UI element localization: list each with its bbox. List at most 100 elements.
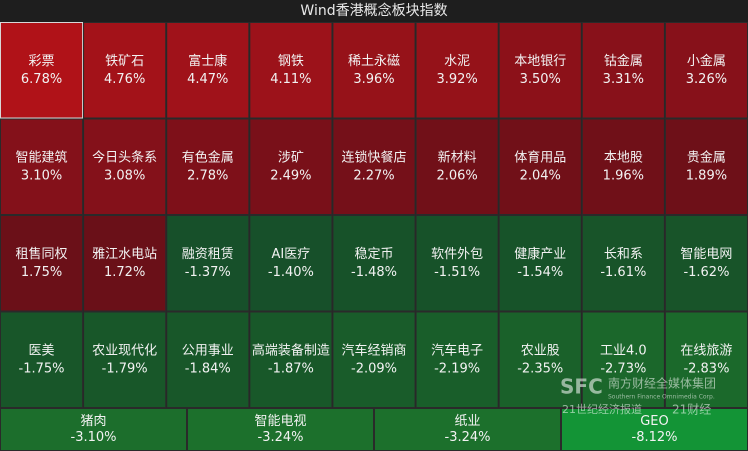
cell-value: 3.10% — [21, 168, 62, 183]
cell-label: 融资租赁 — [182, 247, 234, 262]
cell-value: 2.27% — [353, 168, 394, 183]
cell-label: 富士康 — [188, 53, 227, 69]
cell — [0, 408, 187, 451]
cell-label: AI医疗 — [272, 247, 311, 262]
cell-value: 3.96% — [353, 72, 394, 87]
cell — [0, 22, 84, 119]
cell — [83, 118, 167, 215]
watermark: 21世纪经济报道 — [562, 402, 642, 416]
cell-value: -1.48% — [351, 265, 397, 280]
cell-value: -2.35% — [517, 361, 563, 376]
cell-value: 3.26% — [686, 72, 727, 87]
cell-value: -2.73% — [600, 361, 646, 376]
cell-value: 1.72% — [104, 265, 145, 280]
cell-label: 纸业 — [454, 414, 480, 429]
cell — [415, 22, 499, 119]
cell-label: 公用事业 — [182, 343, 234, 358]
watermark: SFC — [560, 375, 603, 399]
cell-value: -3.10% — [71, 430, 117, 445]
cell — [415, 118, 499, 215]
cell — [664, 215, 748, 312]
cell-value: 3.92% — [436, 72, 477, 87]
cell-value: -2.19% — [434, 361, 480, 376]
cell-value: -3.24% — [445, 430, 491, 445]
cell-label: 农业现代化 — [92, 343, 157, 358]
cell-value: -2.09% — [351, 361, 397, 376]
cell-value: 3.31% — [603, 72, 644, 87]
watermark: 南方财经全媒体集团 — [608, 376, 716, 391]
cell-value: 1.75% — [21, 265, 62, 280]
cell-label: 稳定币 — [354, 246, 393, 262]
cell-label: 贵金属 — [687, 149, 726, 165]
cell-label: 新材料 — [438, 149, 477, 165]
cell-value: 4.11% — [270, 72, 311, 87]
cell — [415, 311, 499, 408]
cell-value: 1.96% — [603, 168, 644, 183]
cell — [0, 215, 84, 312]
cell — [498, 311, 582, 408]
cell — [166, 215, 250, 312]
cell — [187, 408, 374, 451]
cell — [249, 118, 333, 215]
cell-value: -1.62% — [683, 265, 729, 280]
cell-label: 雅江水电站 — [92, 247, 157, 262]
cell-label: 钴金属 — [604, 53, 643, 69]
cell — [83, 311, 167, 408]
cell-value: -1.51% — [434, 265, 480, 280]
cell — [581, 22, 665, 119]
cell-label: 租售同权 — [16, 246, 68, 262]
cell-label: 长和系 — [604, 247, 643, 262]
cell — [166, 22, 250, 119]
cell-value: -1.75% — [19, 361, 65, 376]
cell — [581, 118, 665, 215]
cell-label: 本地股 — [604, 150, 643, 165]
cell — [249, 215, 333, 312]
cell — [0, 118, 84, 215]
cell-label: 今日头条系 — [92, 149, 157, 165]
cell-label: 软件外包 — [431, 247, 483, 262]
cell — [166, 311, 250, 408]
cell-value: -3.24% — [258, 430, 304, 445]
cell — [249, 22, 333, 119]
cell-label: 连锁快餐店 — [341, 149, 406, 165]
cell-value: 2.78% — [187, 168, 228, 183]
cell-value: -1.79% — [102, 361, 148, 376]
cell-value: -2.83% — [683, 361, 729, 376]
cell — [332, 311, 416, 408]
cell — [0, 311, 84, 408]
cell-label: 智能电网 — [680, 247, 732, 262]
cell — [498, 22, 582, 119]
cell — [664, 118, 748, 215]
cell-value: 2.04% — [520, 168, 561, 183]
cell-value: -1.37% — [185, 265, 231, 280]
cell-label: 智能建筑 — [16, 149, 68, 165]
cell-label: GEO — [640, 414, 669, 429]
cell — [664, 22, 748, 119]
cell-label: 健康产业 — [514, 246, 566, 262]
cell-value: 2.49% — [270, 168, 311, 183]
cell-label: 在线旅游 — [680, 343, 732, 358]
cell-value: 4.47% — [187, 72, 228, 87]
cell — [332, 215, 416, 312]
cell — [83, 22, 167, 119]
cell — [332, 22, 416, 119]
cell-label: 涉矿 — [278, 150, 304, 165]
cell-label: 汽车经销商 — [341, 342, 406, 358]
cell-value: 3.50% — [520, 72, 561, 87]
cell-label: 工业4.0 — [600, 343, 647, 358]
cell — [561, 408, 748, 451]
watermark: Southern Finance Omnimedia Corp. — [608, 394, 715, 401]
cell-value: 1.89% — [686, 168, 727, 183]
cell-value: -1.61% — [600, 265, 646, 280]
cell — [415, 215, 499, 312]
cell-label: 汽车电子 — [431, 342, 483, 358]
cell-value: -1.84% — [185, 361, 231, 376]
cell — [498, 215, 582, 312]
cell-value: 3.08% — [104, 168, 145, 183]
cell-value: 6.78% — [21, 72, 62, 87]
cell-label: 农业股 — [521, 343, 560, 358]
cell-label: 稀土永磁 — [348, 54, 400, 69]
cell-label: 有色金属 — [182, 149, 234, 165]
watermark: 21财经 — [672, 403, 711, 417]
